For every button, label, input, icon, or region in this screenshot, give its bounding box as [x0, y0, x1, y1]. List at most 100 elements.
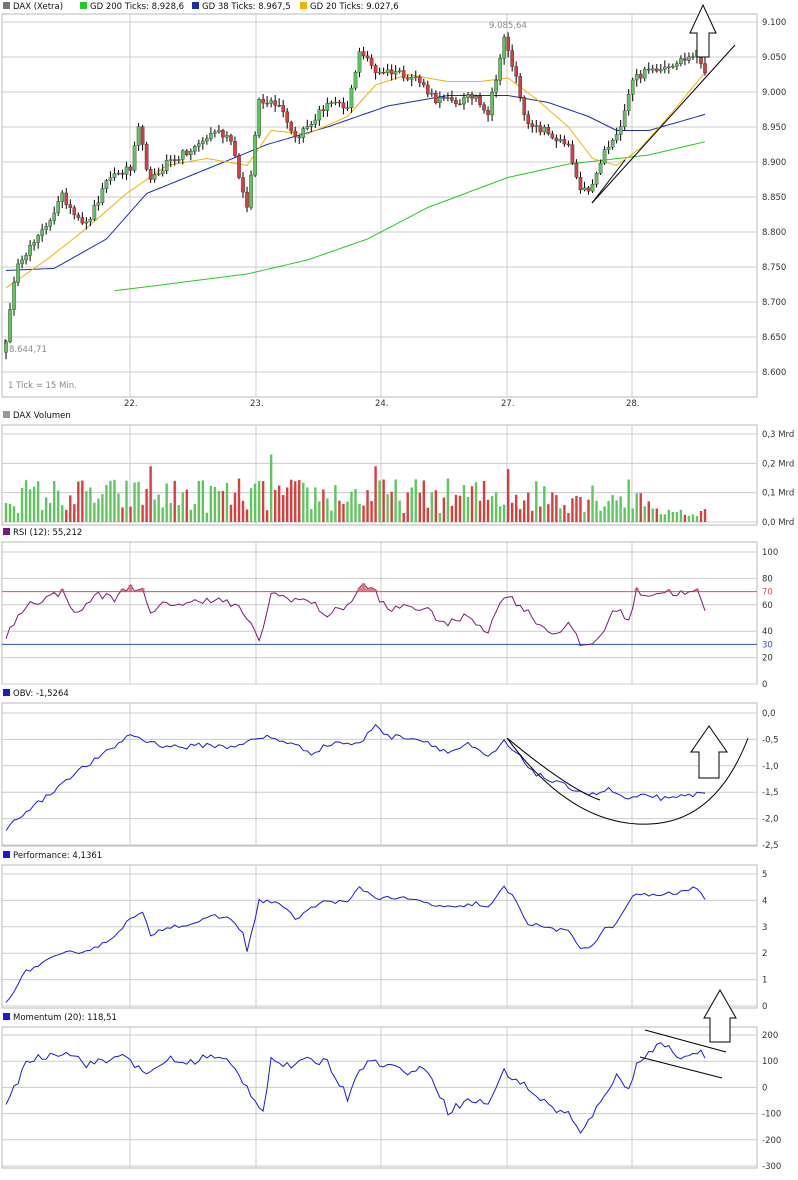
candle-body [410, 77, 413, 79]
volume-bar [242, 501, 244, 522]
volume-bar [350, 492, 352, 522]
candle-body [358, 52, 361, 73]
candle-body [97, 203, 100, 205]
volume-bar [286, 487, 288, 522]
volume-bar [398, 501, 400, 522]
volume-bar [226, 483, 228, 522]
volume-bar [210, 486, 212, 522]
volume-bar [190, 510, 192, 522]
rsi-overbought-fill [362, 584, 366, 592]
volume-bar [386, 494, 388, 522]
volume-bar [664, 514, 666, 522]
candle-body [599, 163, 602, 173]
legend-gd200: GD 200 Ticks: 8.928,6 [90, 2, 184, 12]
candle-body [595, 173, 598, 184]
rsi-overbought-fill [695, 589, 699, 592]
volume-bar [238, 479, 240, 522]
volume-bar [415, 479, 417, 522]
legend-swatch-momentum [3, 1013, 10, 1020]
y-tick-label: -300 [762, 1162, 781, 1172]
volume-bar [672, 512, 674, 522]
volume-bar [611, 495, 613, 522]
volume-bar [640, 493, 642, 522]
y-tick-label: -1,0 [762, 762, 779, 772]
volume-bar [660, 514, 662, 522]
volume-bar [631, 508, 633, 522]
y-tick-label: 40 [762, 627, 773, 637]
candle-body [37, 236, 40, 243]
candle-body [478, 96, 481, 105]
mom-legend: Momentum (20): 118,51 [3, 1013, 117, 1023]
candle-body [157, 174, 160, 175]
candle-body [262, 99, 265, 103]
candle-body [137, 127, 140, 146]
high-label: 9.085,64 [489, 21, 527, 31]
legend-swatch-gd200 [80, 2, 87, 9]
volume-bar [85, 491, 87, 522]
candle-body [579, 177, 582, 190]
price-legend: DAX (Xetra) GD 200 Ticks: 8.928,6 GD 38 … [3, 2, 399, 12]
candle-body [41, 230, 44, 236]
candle-body [591, 184, 594, 191]
volume-bar [583, 512, 585, 522]
candle-body [499, 58, 502, 80]
candle-body [607, 147, 610, 150]
volume-bar [334, 485, 336, 522]
candle-body [93, 205, 96, 219]
candle-body [687, 57, 690, 60]
volume-bar [394, 479, 396, 522]
candle-body [402, 71, 405, 78]
volume-bar [254, 484, 256, 522]
volume-bar [407, 492, 409, 522]
volume-bar [330, 511, 332, 522]
legend-dax: DAX (Xetra) [13, 2, 63, 12]
volume-bar [161, 507, 163, 522]
candle-body [438, 97, 441, 102]
y-tick-label: 9.000 [762, 88, 786, 98]
volume-bar [411, 487, 413, 522]
candle-body [169, 160, 172, 161]
price-y-axis: 9.1009.0509.0008.9508.9008.8508.8008.750… [762, 18, 786, 378]
candle-body [354, 72, 357, 88]
candle-body [430, 93, 433, 94]
candle-body [253, 135, 256, 175]
rsi-overbought-fill [635, 588, 639, 592]
volume-bar [17, 513, 19, 522]
volume-bar [306, 487, 308, 522]
candle-body [418, 77, 421, 83]
candle-body [334, 102, 337, 103]
candle-body [679, 59, 682, 64]
y-tick-label: 8.600 [762, 368, 786, 378]
volume-bar [206, 513, 208, 522]
candle-body [378, 72, 381, 73]
candle-body [495, 80, 498, 92]
volume-bar [487, 500, 489, 522]
volume-bar [503, 505, 505, 522]
volume-bar [342, 504, 344, 522]
candle-body [490, 92, 493, 115]
volume-bar [202, 480, 204, 522]
volume-bar [435, 490, 437, 522]
candle-body [29, 245, 32, 255]
volume-bar [688, 516, 690, 522]
tick-interval-note: 1 Tick = 15 Min. [8, 381, 77, 391]
volume-bar [346, 502, 348, 522]
candle-body [326, 103, 329, 110]
candle-body [531, 124, 534, 127]
candle-body [683, 59, 686, 61]
candle-body [330, 103, 333, 104]
volume-bar [419, 493, 421, 522]
volume-bar [455, 495, 457, 522]
legend-gd38: GD 38 Ticks: 8.967,5 [202, 2, 291, 12]
x-tick-label: 22. [124, 399, 138, 409]
volume-bar [262, 481, 264, 522]
candle-body [113, 174, 116, 178]
candle-body [519, 76, 522, 97]
candle-body [643, 69, 646, 78]
candle-body [503, 37, 506, 58]
volume-bar [182, 493, 184, 522]
y-tick-label: 4 [762, 896, 767, 906]
legend-swatch-gd38 [192, 2, 199, 9]
candle-body [458, 104, 461, 105]
candle-body [691, 57, 694, 58]
